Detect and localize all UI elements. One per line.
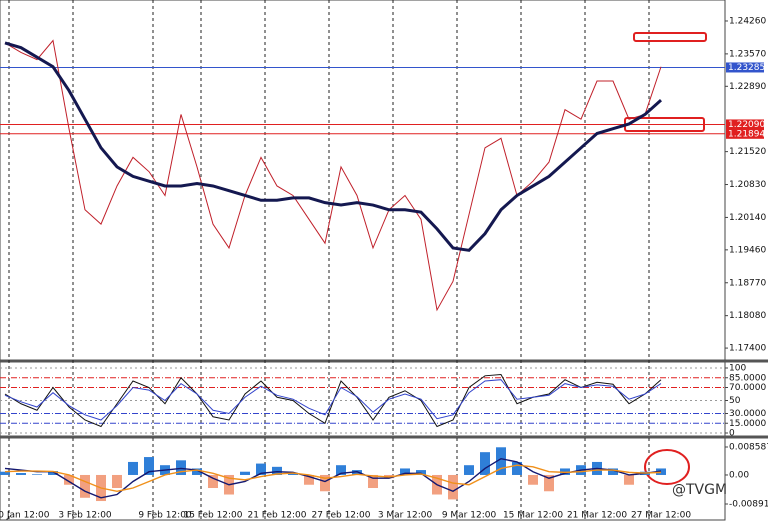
y-tick-label: 15.0000 bbox=[729, 419, 766, 429]
x-tick-label: 30 Jan 12:00 bbox=[0, 511, 50, 521]
histogram-bar bbox=[352, 470, 362, 475]
histogram-bar bbox=[64, 474, 74, 485]
annotation-circle bbox=[644, 449, 690, 485]
y-tick-label: 0.00 bbox=[729, 470, 749, 480]
x-tick-label: 15 Feb 12:00 bbox=[183, 511, 242, 521]
histogram-bar bbox=[80, 474, 90, 498]
y-tick-label: 0.0085877 bbox=[729, 443, 768, 453]
histogram-bar bbox=[624, 474, 634, 485]
histogram-bar bbox=[192, 468, 202, 475]
histogram-bar bbox=[528, 474, 538, 485]
x-tick-label: 21 Feb 12:00 bbox=[247, 511, 306, 521]
x-tick-label: 21 Mar 12:00 bbox=[567, 511, 627, 521]
histogram-bar bbox=[240, 471, 250, 475]
x-tick-label: 9 Feb 12:00 bbox=[138, 511, 192, 521]
histogram-bar bbox=[496, 447, 506, 475]
price-label-box bbox=[726, 119, 764, 130]
y-tick-label: 0 bbox=[729, 429, 735, 439]
histogram-bar bbox=[288, 473, 298, 475]
histogram-bar bbox=[176, 460, 186, 475]
price-label-box bbox=[726, 128, 764, 139]
histogram-bar bbox=[608, 468, 618, 475]
x-tick-label: 27 Feb 12:00 bbox=[311, 511, 370, 521]
histogram-bar bbox=[480, 452, 490, 475]
y-tick-label: -0.0089104 bbox=[729, 500, 768, 510]
annotation-box bbox=[633, 32, 707, 42]
histogram-bar bbox=[544, 474, 554, 492]
series-line bbox=[4, 379, 662, 421]
histogram-bar bbox=[400, 468, 410, 475]
y-tick-label: 1.20140 bbox=[729, 213, 766, 223]
y-tick-label: 1.22890 bbox=[729, 82, 766, 92]
plot-frame bbox=[0, 0, 726, 521]
histogram-bar bbox=[128, 461, 138, 475]
histogram-bar bbox=[512, 461, 522, 475]
y-tick-label: 1.21520 bbox=[729, 147, 766, 157]
price-label: 1.23285 bbox=[728, 63, 765, 73]
histogram-bar bbox=[32, 474, 42, 475]
histogram-bar bbox=[464, 465, 474, 475]
histogram-bar bbox=[0, 471, 10, 475]
x-tick-label: 27 Mar 12:00 bbox=[631, 511, 691, 521]
histogram-bar bbox=[336, 465, 346, 475]
histogram-bar bbox=[272, 466, 282, 475]
y-tick-label: 1.24260 bbox=[729, 16, 766, 26]
watermark: @TVGM bbox=[672, 482, 727, 498]
y-tick-label: 50 bbox=[729, 396, 741, 406]
series-line bbox=[4, 41, 662, 252]
histogram-bar bbox=[304, 474, 314, 485]
histogram-bar bbox=[48, 471, 58, 475]
y-tick-label: 1.17400 bbox=[729, 344, 766, 354]
y-tick-label: 1.23570 bbox=[729, 49, 766, 59]
y-tick-label: 1.18080 bbox=[729, 311, 766, 321]
y-tick-label: 1.20830 bbox=[729, 180, 766, 190]
histogram-bar bbox=[320, 474, 330, 492]
price-label: 1.21894 bbox=[728, 129, 765, 139]
y-tick-label: 100 bbox=[729, 364, 746, 374]
histogram-bar bbox=[448, 474, 458, 500]
price-label: 1.22090 bbox=[728, 120, 765, 130]
x-tick-label: 15 Mar 12:00 bbox=[503, 511, 563, 521]
series-line bbox=[4, 464, 662, 492]
y-tick-label: 30.0000 bbox=[729, 409, 766, 419]
histogram-bar bbox=[368, 474, 378, 489]
y-tick-label: 70.0000 bbox=[729, 383, 766, 393]
y-tick-label: 1.18770 bbox=[729, 278, 766, 288]
x-tick-label: 3 Feb 12:00 bbox=[58, 511, 112, 521]
histogram-bar bbox=[208, 474, 218, 489]
histogram-bar bbox=[16, 473, 26, 475]
histogram-bar bbox=[112, 474, 122, 489]
histogram-bar bbox=[144, 457, 154, 475]
x-tick-label: 9 Mar 12:00 bbox=[442, 511, 497, 521]
y-tick-label: 1.19460 bbox=[729, 245, 766, 255]
histogram-bar bbox=[416, 470, 426, 475]
histogram-bar bbox=[256, 463, 266, 475]
price-label-box bbox=[726, 62, 764, 73]
x-tick-label: 3 Mar 12:00 bbox=[378, 511, 433, 521]
y-tick-label: 85.0000 bbox=[729, 373, 766, 383]
